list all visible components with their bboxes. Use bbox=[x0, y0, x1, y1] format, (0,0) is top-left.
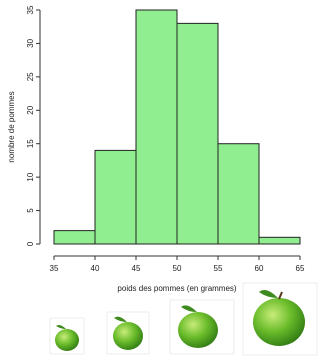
bar bbox=[177, 23, 218, 244]
bar bbox=[54, 231, 95, 244]
y-axis-label: nombre de pommes bbox=[7, 91, 16, 162]
x-tick-label: 45 bbox=[132, 264, 141, 273]
y-tick-label: 15 bbox=[26, 139, 35, 148]
bar bbox=[136, 10, 177, 244]
x-tick-label: 60 bbox=[255, 264, 264, 273]
x-axis-label: poids des pommes (en grammes) bbox=[117, 284, 236, 293]
apple-images bbox=[50, 283, 317, 355]
y-tick-label: 20 bbox=[26, 105, 35, 114]
y-tick-label: 10 bbox=[26, 172, 35, 181]
bar bbox=[259, 237, 300, 244]
bar bbox=[218, 144, 259, 244]
y-tick-label: 5 bbox=[26, 208, 35, 213]
chart: nombre de pommes poids des pommes (en gr… bbox=[0, 0, 318, 357]
x-tick-label: 40 bbox=[91, 264, 100, 273]
x-tick-label: 50 bbox=[173, 264, 182, 273]
y-tick-label: 35 bbox=[26, 5, 35, 14]
x-tick-label: 55 bbox=[214, 264, 223, 273]
y-tick-label: 30 bbox=[26, 38, 35, 47]
x-tick-label: 35 bbox=[50, 264, 59, 273]
y-tick-label: 0 bbox=[26, 241, 35, 246]
bar bbox=[95, 150, 136, 244]
x-tick-label: 65 bbox=[296, 264, 305, 273]
y-tick-label: 25 bbox=[26, 72, 35, 81]
